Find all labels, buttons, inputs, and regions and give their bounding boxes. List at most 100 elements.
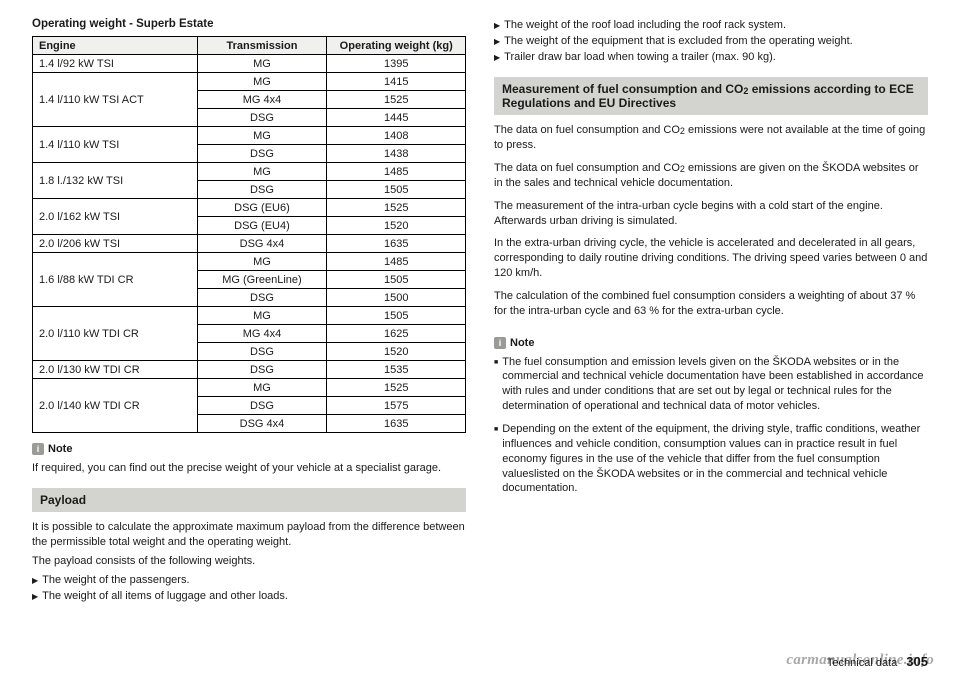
cell-engine: 2.0 l/110 kW TDI CR <box>33 307 198 361</box>
note-chip: i Note <box>32 443 72 455</box>
list-item: ■The fuel consumption and emission level… <box>494 355 928 414</box>
paragraph: The measurement of the intra-urban cycle… <box>494 199 928 229</box>
cell-engine: 1.6 l/88 kW TDI CR <box>33 253 198 307</box>
cell-transmission: MG (GreenLine) <box>197 271 327 289</box>
th-engine: Engine <box>33 37 198 55</box>
cell-transmission: DSG <box>197 145 327 163</box>
list-item-text: Depending on the extent of the equipment… <box>502 422 928 496</box>
cell-transmission: MG <box>197 127 327 145</box>
note-label-2: Note <box>510 337 534 349</box>
cell-engine: 1.8 l./132 kW TSI <box>33 163 198 199</box>
payload-bullets-right: ▶ The weight of the roof load including t… <box>494 18 928 65</box>
cell-transmission: MG 4x4 <box>197 91 327 109</box>
list-item-text: Trailer draw bar load when towing a trai… <box>504 50 776 65</box>
cell-weight: 1535 <box>327 361 466 379</box>
table-row: 1.4 l/110 kW TSI ACTMG1415 <box>33 73 466 91</box>
table-row: 1.8 l./132 kW TSIMG1485 <box>33 163 466 181</box>
table-row: 2.0 l/110 kW TDI CRMG1505 <box>33 307 466 325</box>
table-row: 1.4 l/92 kW TSIMG1395 <box>33 55 466 73</box>
note-label: Note <box>48 443 72 455</box>
cell-transmission: DSG <box>197 361 327 379</box>
list-item: ▶The weight of the passengers. <box>32 573 466 588</box>
cell-transmission: MG <box>197 163 327 181</box>
table-row: 1.4 l/110 kW TSIMG1408 <box>33 127 466 145</box>
cell-transmission: DSG <box>197 343 327 361</box>
cell-transmission: DSG <box>197 289 327 307</box>
operating-weight-table: Engine Transmission Operating weight (kg… <box>32 36 466 433</box>
fuel-heading: Measurement of fuel consumption and CO2 … <box>494 77 928 116</box>
table-row: 2.0 l/162 kW TSIDSG (EU6)1525 <box>33 199 466 217</box>
square-icon: ■ <box>494 422 498 496</box>
table-row: 2.0 l/130 kW TDI CRDSG1535 <box>33 361 466 379</box>
list-item: ▶The weight of all items of luggage and … <box>32 589 466 604</box>
cell-engine: 2.0 l/162 kW TSI <box>33 199 198 235</box>
list-item-text: The fuel consumption and emission levels… <box>502 355 928 414</box>
cell-transmission: DSG <box>197 397 327 415</box>
cell-transmission: DSG (EU6) <box>197 199 327 217</box>
cell-weight: 1520 <box>327 217 466 235</box>
fuel-paragraphs: The data on fuel consumption and CO2 emi… <box>494 123 928 318</box>
cell-weight: 1395 <box>327 55 466 73</box>
cell-engine: 2.0 l/140 kW TDI CR <box>33 379 198 433</box>
square-icon: ■ <box>494 355 498 414</box>
triangle-icon: ▶ <box>32 589 38 604</box>
th-transmission: Transmission <box>197 37 327 55</box>
payload-intro-1: It is possible to calculate the approxim… <box>32 520 466 550</box>
list-item-text: The weight of the passengers. <box>42 573 189 588</box>
triangle-icon: ▶ <box>494 50 500 65</box>
cell-weight: 1485 <box>327 163 466 181</box>
table-row: 2.0 l/206 kW TSIDSG 4x41635 <box>33 235 466 253</box>
list-item: ▶ The weight of the equipment that is exc… <box>494 34 928 49</box>
cell-transmission: DSG (EU4) <box>197 217 327 235</box>
right-column: ▶ The weight of the roof load including t… <box>494 18 928 604</box>
table-title: Operating weight - Superb Estate <box>32 18 466 30</box>
cell-weight: 1575 <box>327 397 466 415</box>
payload-heading: Payload <box>32 488 466 512</box>
cell-transmission: DSG <box>197 181 327 199</box>
cell-transmission: DSG <box>197 109 327 127</box>
cell-transmission: MG 4x4 <box>197 325 327 343</box>
paragraph: The calculation of the combined fuel con… <box>494 289 928 319</box>
cell-engine: 1.4 l/110 kW TSI <box>33 127 198 163</box>
cell-transmission: MG <box>197 307 327 325</box>
info-icon: i <box>32 443 44 455</box>
payload-bullets-left: ▶The weight of the passengers.▶The weigh… <box>32 573 466 604</box>
list-item: ▶ Trailer draw bar load when towing a tra… <box>494 50 928 65</box>
cell-weight: 1445 <box>327 109 466 127</box>
table-row: 1.6 l/88 kW TDI CRMG1485 <box>33 253 466 271</box>
cell-engine: 1.4 l/110 kW TSI ACT <box>33 73 198 127</box>
cell-transmission: MG <box>197 73 327 91</box>
info-icon: i <box>494 337 506 349</box>
cell-weight: 1635 <box>327 235 466 253</box>
payload-intro-2: The payload consists of the following we… <box>32 554 466 569</box>
cell-weight: 1438 <box>327 145 466 163</box>
cell-weight: 1525 <box>327 199 466 217</box>
cell-engine: 1.4 l/92 kW TSI <box>33 55 198 73</box>
cell-transmission: DSG 4x4 <box>197 415 327 433</box>
left-column: Operating weight - Superb Estate Engine … <box>32 18 466 604</box>
cell-weight: 1505 <box>327 271 466 289</box>
cell-weight: 1415 <box>327 73 466 91</box>
triangle-icon: ▶ <box>494 34 500 49</box>
cell-transmission: MG <box>197 55 327 73</box>
list-item: ▶ The weight of the roof load including t… <box>494 18 928 33</box>
paragraph: In the extra-urban driving cycle, the ve… <box>494 236 928 281</box>
paragraph: The data on fuel consumption and CO2 emi… <box>494 123 928 153</box>
paragraph: The data on fuel consumption and CO2 emi… <box>494 161 928 191</box>
cell-weight: 1635 <box>327 415 466 433</box>
cell-transmission: DSG 4x4 <box>197 235 327 253</box>
cell-transmission: MG <box>197 379 327 397</box>
list-item-text: The weight of the equipment that is excl… <box>504 34 853 49</box>
list-item-text: The weight of the roof load including th… <box>504 18 786 33</box>
list-item: ■Depending on the extent of the equipmen… <box>494 422 928 496</box>
cell-weight: 1500 <box>327 289 466 307</box>
cell-weight: 1408 <box>327 127 466 145</box>
th-weight: Operating weight (kg) <box>327 37 466 55</box>
cell-weight: 1625 <box>327 325 466 343</box>
cell-weight: 1505 <box>327 307 466 325</box>
cell-weight: 1505 <box>327 181 466 199</box>
cell-weight: 1520 <box>327 343 466 361</box>
cell-weight: 1485 <box>327 253 466 271</box>
cell-engine: 2.0 l/206 kW TSI <box>33 235 198 253</box>
triangle-icon: ▶ <box>494 18 500 33</box>
